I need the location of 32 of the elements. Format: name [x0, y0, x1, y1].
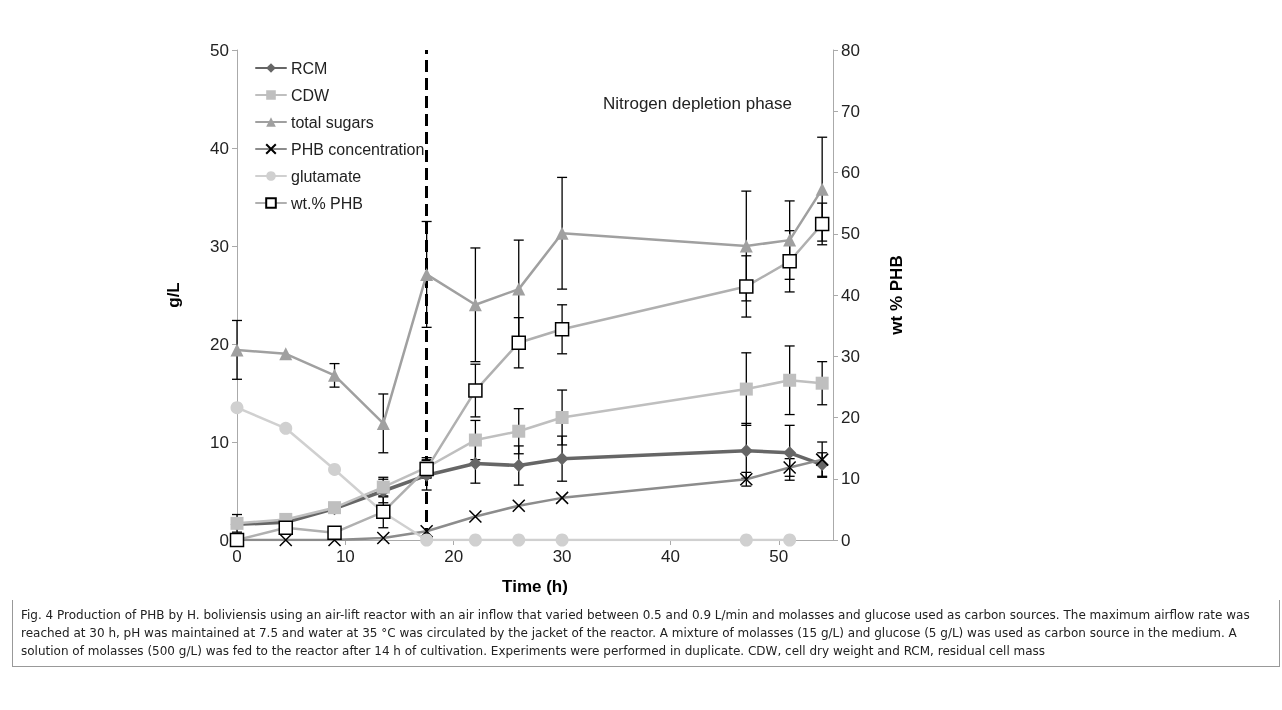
legend-label: CDW — [291, 86, 331, 104]
x-tick-label: 20 — [444, 547, 464, 566]
x-tick-label: 0 — [232, 547, 242, 566]
legend-label: total sugars — [291, 113, 374, 131]
y2-tick-label: 40 — [841, 285, 860, 305]
y-tick-label: 20 — [210, 334, 229, 354]
legend-label: glutamate — [291, 167, 362, 185]
y2-tick-label: 50 — [841, 224, 860, 244]
annotation: Nitrogen depletion phase — [603, 94, 793, 113]
x-tick-label: 30 — [552, 547, 572, 566]
x-tick-label: 40 — [660, 547, 680, 566]
x-tick-label: 10 — [335, 547, 355, 566]
y-axis-title: g/L — [164, 282, 183, 308]
y-tick-label: 30 — [210, 236, 229, 256]
y-tick-label: 0 — [219, 530, 229, 550]
legend-label: wt.% PHB — [290, 194, 364, 212]
y2-tick-label: 60 — [841, 163, 860, 182]
legend-label: RCM — [291, 59, 328, 77]
legend-label: PHB concentration — [291, 140, 425, 158]
y-tick-label: 40 — [210, 138, 229, 158]
x-axis-title: Time (h) — [502, 577, 568, 596]
y2-tick-label: 30 — [841, 346, 860, 366]
y2-axis-title: wt % PHB — [887, 255, 906, 336]
y-tick-label: 10 — [210, 432, 229, 452]
x-tick-label: 50 — [769, 547, 789, 566]
y-tick-label: 50 — [210, 40, 229, 60]
y2-tick-label: 10 — [841, 469, 860, 489]
y2-tick-label: 80 — [841, 40, 860, 60]
caption: Fig. 4 Production of PHB by H. boliviensis using an air-lift reactor with an air inflow that varied between 0.5 and 0.9 L/min and molasses and glucose used as carbon sources. The maximum airflow rate was reached at 30 h, pH was maintained at 7.5 and water at 35 °C was circulated by the jacket of the reactor. A mixture of molasses (15 g/L) and glucose (5 g/L) was used as carbon source in the medium. A solution of molasses (500 g/L) was fed to the reactor after 14 h of cultivation. Experiments were performed in duplicate. CDW, cell dry weight and RCM, residual cell mass — [12, 600, 1280, 667]
y2-tick-label: 20 — [841, 408, 860, 427]
y2-tick-label: 70 — [841, 101, 860, 121]
y2-tick-label: 0 — [841, 530, 851, 550]
